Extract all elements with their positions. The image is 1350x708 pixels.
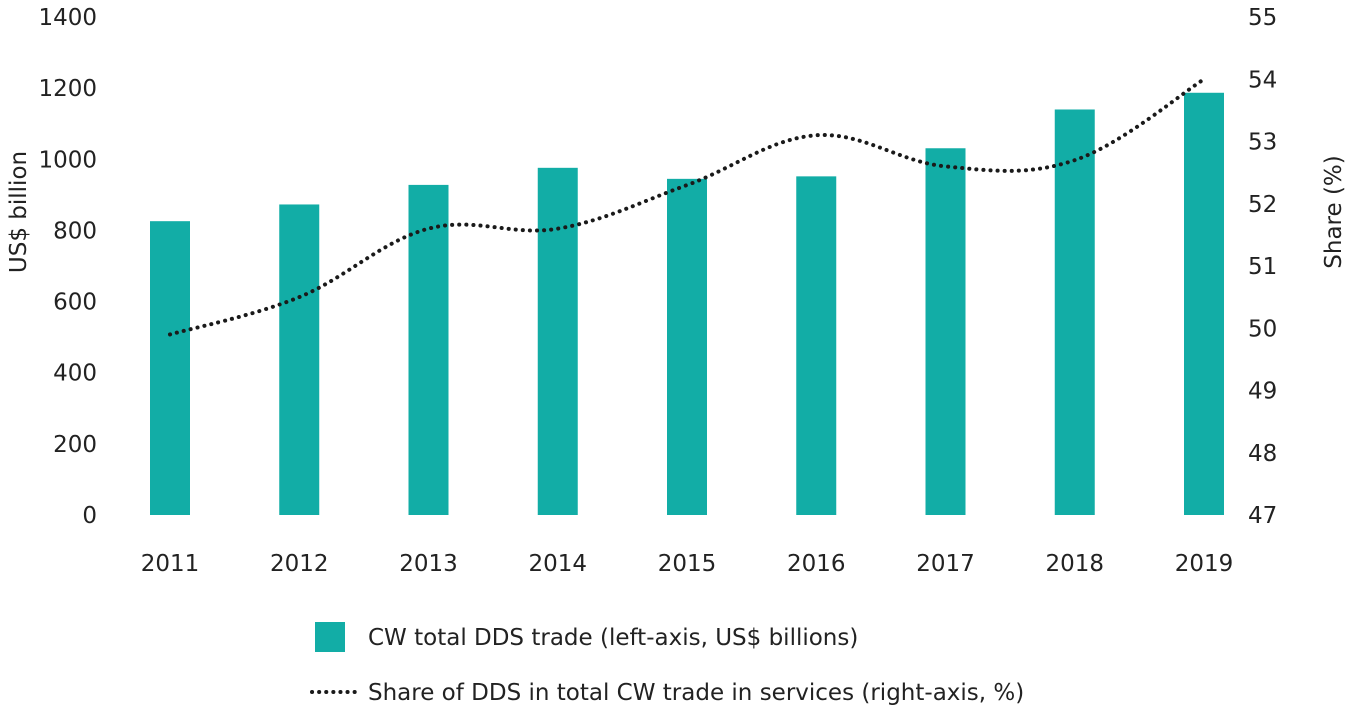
left-axis-tick-label: 600 [53,290,97,316]
left-axis-tick-label: 200 [53,432,97,458]
x-axis-tick-label: 2014 [528,551,587,577]
right-axis-tick-label: 55 [1248,5,1277,31]
legend-bar-label: CW total DDS trade (left-axis, US$ billi… [368,625,858,651]
right-axis-tick-label: 50 [1248,316,1277,342]
left-axis-tick-label: 1000 [38,147,97,173]
left-axis-tick-label: 1400 [38,5,97,31]
left-axis-tick-label: 0 [82,503,97,529]
bar-2015 [667,178,707,515]
left-axis-tick-label: 800 [53,218,97,244]
bar-2011 [150,221,190,515]
left-axis-ticks: 0 200 400 600 800 1000 1200 1400 [38,5,97,529]
right-axis-tick-label: 48 [1248,441,1277,467]
right-axis-title: Share (%) [1321,155,1347,268]
x-axis-tick-label: 2019 [1175,551,1234,577]
left-axis-tick-label: 400 [53,361,97,387]
x-axis-tick-label: 2015 [658,551,717,577]
right-axis-tick-label: 51 [1248,254,1277,280]
x-axis-tick-label: 2016 [787,551,846,577]
legend: CW total DDS trade (left-axis, US$ billi… [310,622,1024,706]
x-axis-tick-label: 2018 [1045,551,1104,577]
bar-2019 [1184,92,1224,515]
right-axis-tick-label: 47 [1248,503,1277,529]
x-axis-tick-label: 2011 [141,551,200,577]
share-line [168,77,1206,337]
x-axis-ticks: 2011 2012 2013 2014 2015 2016 2017 2018 2019 [141,551,1234,577]
bar-2016 [796,176,837,516]
line-series [168,77,1206,337]
right-axis-tick-label: 53 [1248,130,1277,156]
legend-line-label: Share of DDS in total CW trade in servic… [368,680,1024,706]
left-axis-title: US$ billion [6,151,32,273]
x-axis-tick-label: 2012 [270,551,329,577]
bar-series [150,92,1224,516]
legend-bar-swatch [315,622,345,652]
bar-2014 [537,167,578,515]
x-axis-tick-label: 2017 [916,551,975,577]
x-axis-tick-label: 2013 [399,551,458,577]
bar-2018 [1054,109,1095,515]
right-axis-tick-label: 52 [1248,192,1277,218]
bar-2017 [925,148,966,515]
right-axis-tick-label: 49 [1248,379,1277,405]
bar-2012 [279,204,320,515]
left-axis-tick-label: 1200 [38,76,97,102]
bar-2013 [408,184,449,515]
right-axis-ticks: 47 48 49 50 51 52 53 54 55 [1248,5,1277,529]
right-axis-tick-label: 54 [1248,67,1277,93]
